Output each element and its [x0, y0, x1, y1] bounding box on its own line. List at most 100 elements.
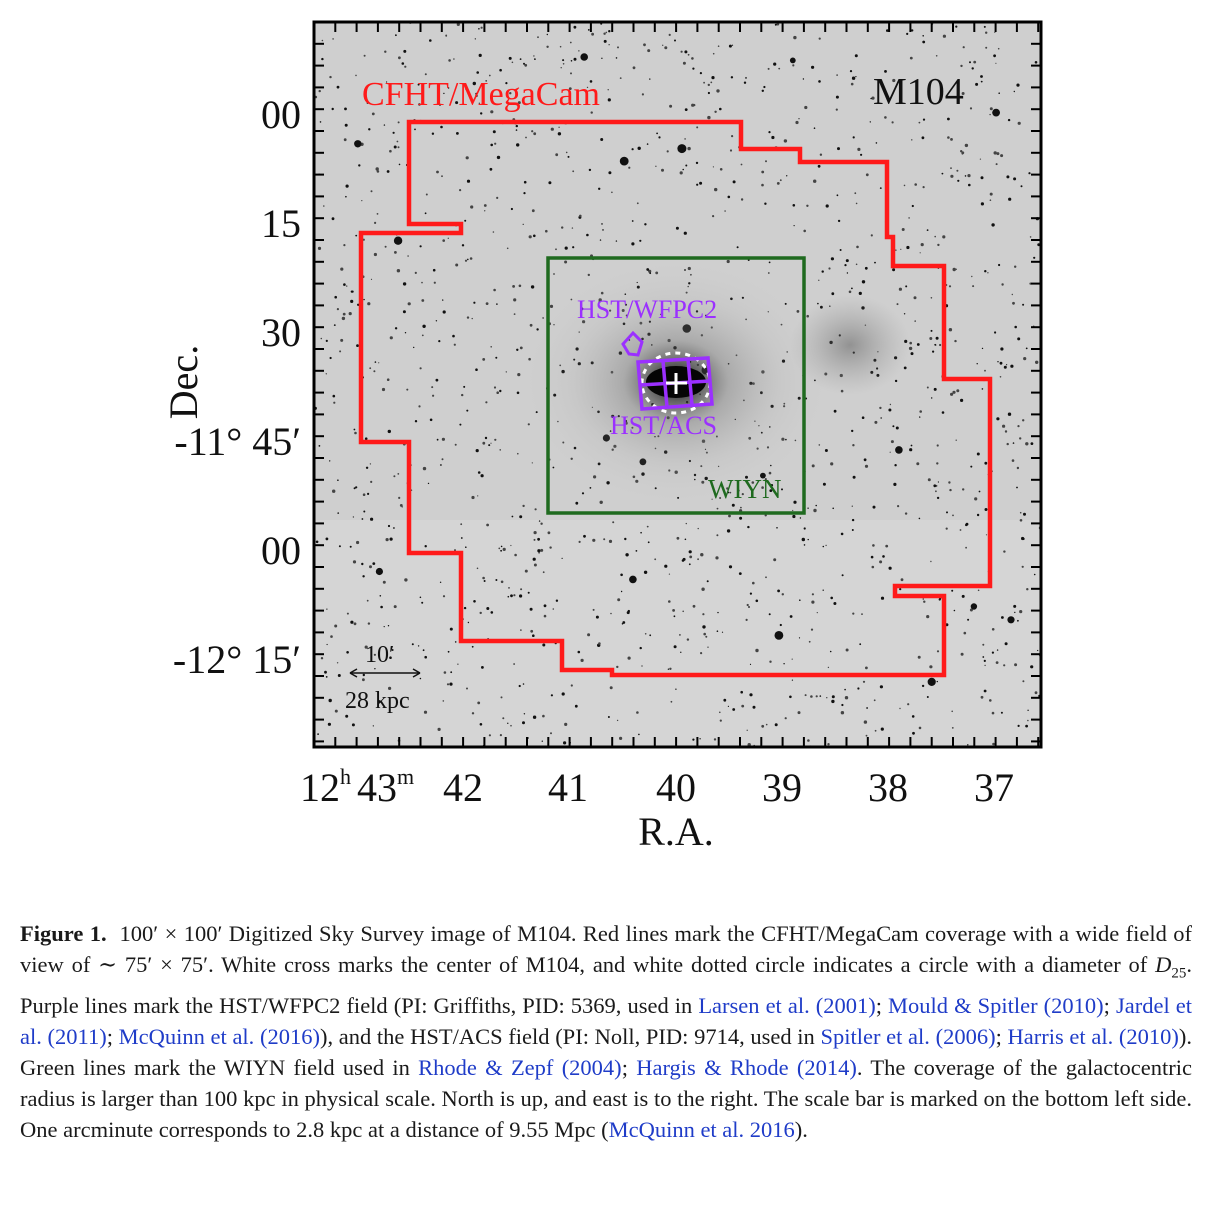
star	[808, 640, 811, 643]
star	[490, 611, 494, 614]
star	[728, 514, 731, 518]
citation-link[interactable]: Rhode & Zepf (2004)	[418, 1054, 622, 1080]
star	[654, 558, 657, 561]
star	[422, 324, 426, 328]
star	[546, 45, 549, 48]
star	[882, 555, 885, 558]
star	[804, 105, 808, 110]
star	[326, 643, 328, 646]
star	[922, 35, 924, 37]
star	[761, 724, 765, 728]
star	[534, 58, 536, 60]
star	[331, 217, 335, 221]
star	[527, 737, 530, 739]
star	[730, 76, 734, 79]
star	[644, 223, 647, 226]
star	[880, 596, 885, 600]
star	[954, 339, 957, 343]
star	[619, 736, 623, 741]
star	[898, 287, 903, 291]
star	[831, 695, 835, 699]
star	[475, 449, 479, 453]
star	[864, 266, 868, 270]
star	[791, 679, 794, 681]
star	[514, 553, 517, 557]
star	[361, 200, 363, 202]
star	[955, 268, 957, 270]
star	[592, 538, 596, 542]
star	[370, 517, 374, 521]
star	[475, 94, 478, 97]
citation-link[interactable]: Harris et al. (2010)	[1007, 1023, 1179, 1049]
star	[389, 537, 393, 541]
star	[825, 204, 829, 208]
star	[370, 278, 373, 280]
star	[904, 512, 908, 515]
star	[540, 548, 544, 552]
star	[640, 531, 642, 534]
star	[936, 462, 939, 465]
star	[716, 507, 719, 510]
star	[827, 743, 830, 746]
citation-link[interactable]: Jardel et al. (2011)	[20, 992, 1192, 1049]
star	[983, 689, 987, 693]
star	[459, 423, 462, 426]
citation-link[interactable]: McQuinn et al. 2016	[608, 1116, 795, 1142]
star	[948, 328, 953, 332]
star	[749, 663, 752, 666]
star	[323, 205, 325, 207]
star	[769, 489, 773, 492]
star	[995, 62, 997, 64]
star	[523, 62, 525, 65]
star	[493, 386, 497, 389]
star	[793, 225, 795, 227]
star	[997, 361, 999, 363]
star	[616, 719, 619, 722]
star	[914, 320, 916, 322]
star	[575, 501, 579, 505]
citation-link[interactable]: Larsen et al. (2001)	[698, 992, 876, 1018]
star	[552, 466, 555, 469]
star	[852, 444, 855, 447]
star	[692, 67, 695, 70]
star	[828, 267, 831, 270]
citation-link[interactable]: Spitler et al. (2006)	[820, 1023, 996, 1049]
star	[819, 153, 823, 156]
sky-survey-figure: CFHT/MegaCam M104 HST/WFPC2 HST/ACS WIYN…	[161, 20, 1043, 854]
star	[948, 285, 952, 288]
star	[499, 68, 502, 72]
star	[813, 508, 817, 513]
star	[374, 221, 377, 224]
star	[691, 57, 694, 60]
star	[731, 44, 734, 46]
star	[447, 237, 449, 239]
star	[610, 612, 612, 615]
star	[414, 128, 416, 131]
star	[829, 650, 832, 653]
star	[993, 151, 997, 155]
star	[880, 417, 883, 419]
star	[675, 226, 679, 230]
y-tick-label: 15	[261, 201, 301, 246]
star	[528, 235, 532, 239]
citation-link[interactable]: Mould & Spitler (2010)	[888, 992, 1104, 1018]
citation-link[interactable]: Hargis & Rhode (2014)	[636, 1054, 857, 1080]
star	[724, 210, 726, 212]
star	[1016, 83, 1020, 87]
star	[502, 547, 506, 552]
star	[599, 239, 602, 241]
star	[841, 574, 844, 577]
star	[486, 523, 489, 527]
star	[714, 187, 718, 192]
star	[942, 34, 947, 38]
star	[913, 296, 917, 300]
star	[513, 594, 516, 597]
citation-link[interactable]: McQuinn et al. (2016)	[118, 1023, 320, 1049]
m104-center-cross	[666, 373, 687, 394]
star	[991, 223, 995, 227]
star	[692, 738, 695, 741]
star	[955, 25, 958, 28]
star	[552, 608, 555, 610]
star	[541, 740, 543, 742]
star	[918, 517, 921, 520]
